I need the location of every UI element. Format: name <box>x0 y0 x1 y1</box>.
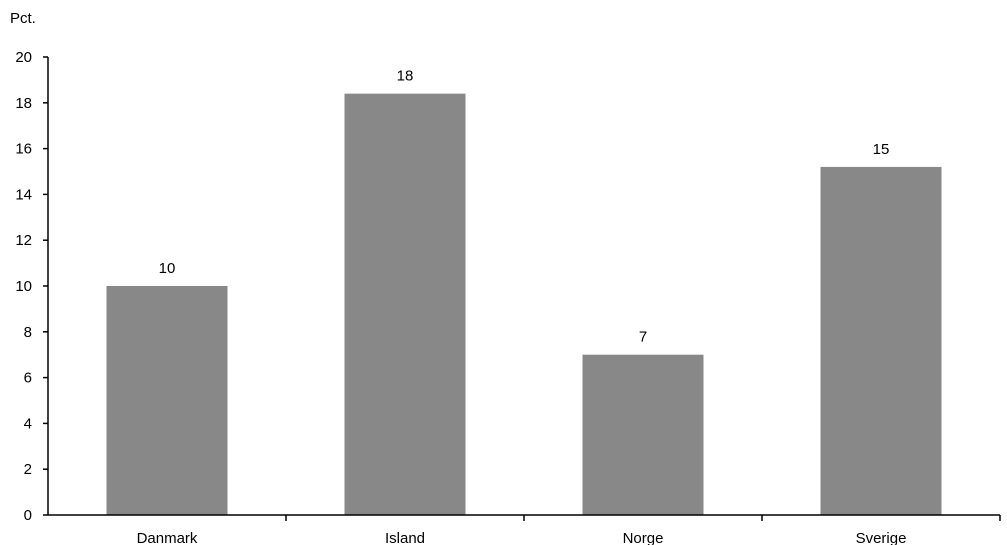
category-label-sverige: Sverige <box>856 530 907 545</box>
bar-island <box>344 93 466 515</box>
x-axis-ticks <box>285 515 1001 521</box>
data-label-norge: 7 <box>639 329 647 346</box>
y-tick-label: 12 <box>15 232 32 249</box>
category-label-island: Island <box>385 530 425 545</box>
data-label-danmark: 10 <box>159 260 176 277</box>
bar-norge <box>582 354 704 515</box>
y-tick-label: 0 <box>24 507 32 524</box>
data-label-sverige: 15 <box>873 141 890 158</box>
bar-sverige <box>820 166 942 516</box>
data-label-island: 18 <box>397 68 414 85</box>
category-label-danmark: Danmark <box>137 530 198 545</box>
y-tick-label: 10 <box>15 278 32 295</box>
y-tick-label: 4 <box>24 415 32 432</box>
y-tick-label: 8 <box>24 324 32 341</box>
category-labels: Danmark Island Norge Sverige <box>137 530 907 545</box>
y-tick-label: 6 <box>24 370 32 387</box>
y-tick-label: 16 <box>15 141 32 158</box>
y-tick-label: 2 <box>24 461 32 478</box>
bar-danmark <box>106 286 228 515</box>
y-tick-label: 14 <box>15 186 32 203</box>
category-label-norge: Norge <box>623 530 664 545</box>
y-axis-ticks: 0 2 4 6 8 10 12 14 16 18 20 <box>15 49 48 524</box>
y-tick-label: 18 <box>15 95 32 112</box>
y-axis-unit-label: Pct. <box>10 10 36 27</box>
bar-series <box>106 93 942 516</box>
y-tick-label: 20 <box>15 49 32 66</box>
data-labels: 10 18 7 15 <box>159 68 890 346</box>
